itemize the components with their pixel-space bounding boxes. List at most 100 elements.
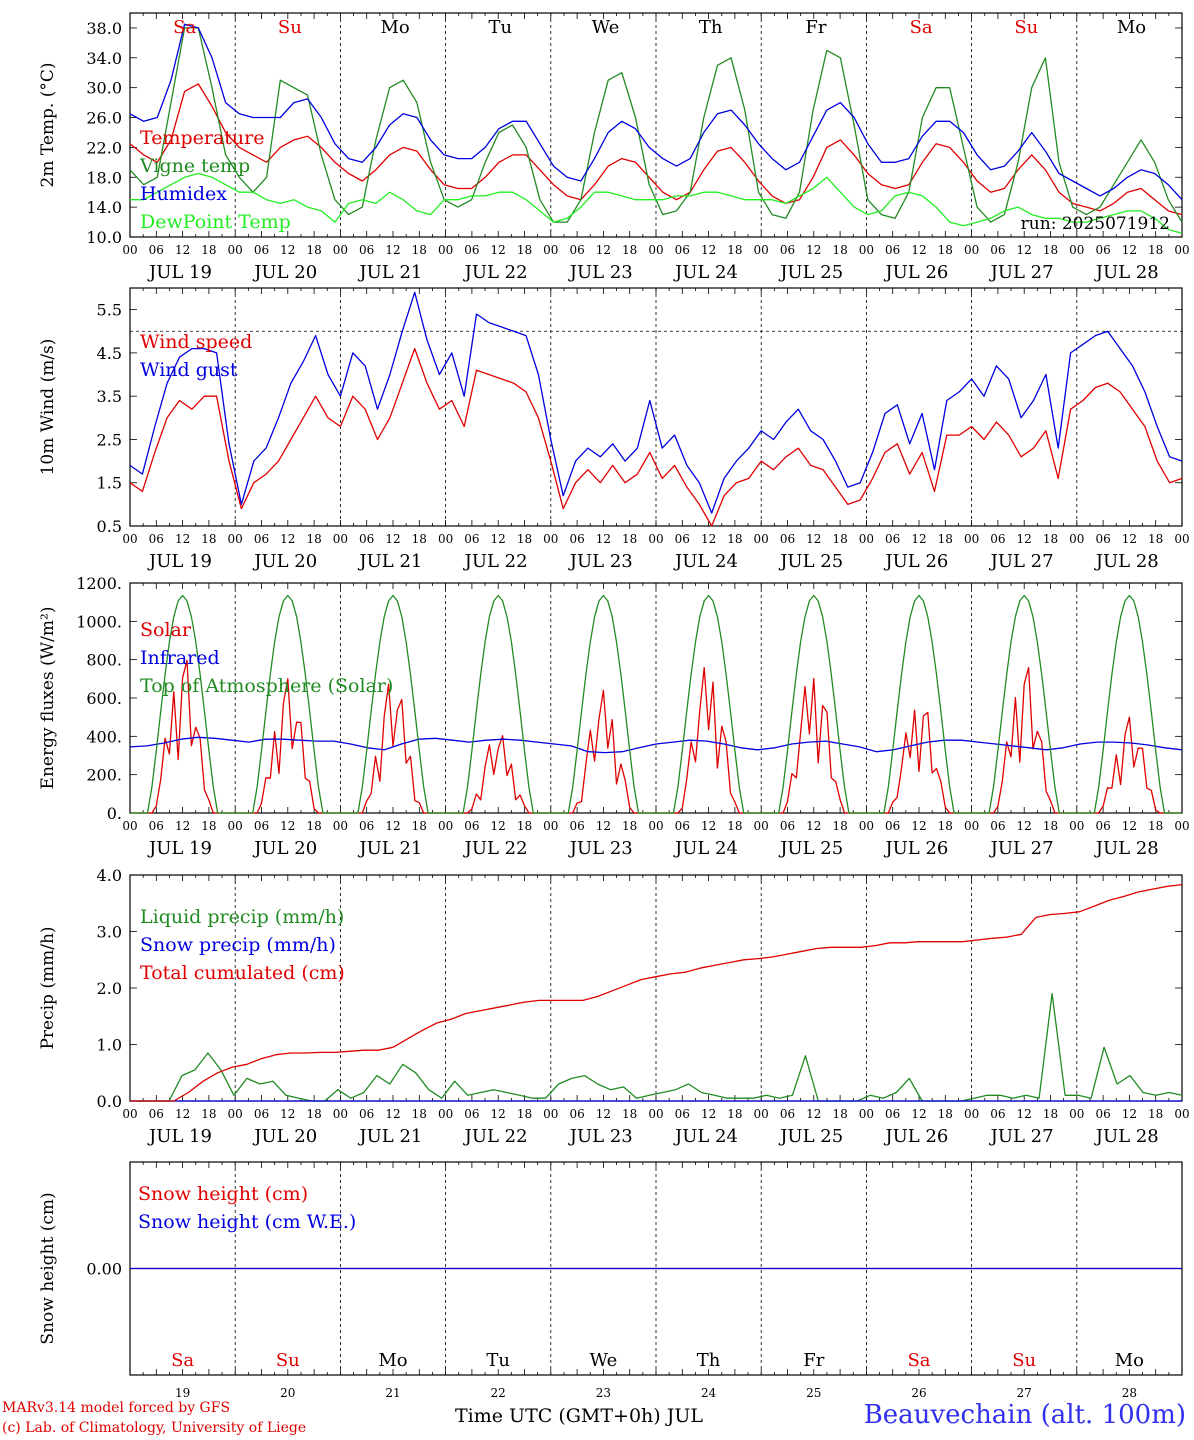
hour-tick-label: 12 <box>806 819 821 833</box>
hour-tick-label: 12 <box>175 532 190 546</box>
legend-entry: Temperature <box>140 127 264 149</box>
hour-tick-label: 06 <box>149 1107 164 1121</box>
hour-tick-label: 00 <box>543 1107 558 1121</box>
hour-tick-label: 06 <box>675 532 690 546</box>
model-credit: MARv3.14 model forced by GFS <box>2 1400 231 1416</box>
hour-tick-label: 06 <box>990 1107 1005 1121</box>
hour-tick-label: 00 <box>648 1107 663 1121</box>
hour-tick-label: 06 <box>149 243 164 257</box>
y-tick-label: 600. <box>86 689 122 708</box>
legend-entry: Snow height (cm) <box>138 1183 308 1205</box>
y-axis-label: Snow height (cm) <box>38 1192 58 1344</box>
hour-tick-label: 18 <box>727 1107 742 1121</box>
series-line-wind-speed <box>129 347 1183 527</box>
date-label: JUL 24 <box>673 551 738 572</box>
hour-tick-label: 12 <box>1122 1107 1137 1121</box>
hour-tick-label: 12 <box>385 243 400 257</box>
y-axis-label: Energy fluxes (W/m²) <box>38 607 58 790</box>
plot-frame <box>129 287 1183 527</box>
hour-tick-label: 00 <box>964 1107 979 1121</box>
hour-tick-label: 12 <box>701 243 716 257</box>
y-tick-label: 14.0 <box>86 198 122 217</box>
y-tick-label: 4.0 <box>97 866 122 885</box>
hour-tick-label: 06 <box>254 532 269 546</box>
day-name-bottom: Mo <box>1115 1350 1144 1371</box>
y-tick-label: 38.0 <box>86 19 122 38</box>
hour-tick-label: 12 <box>280 1107 295 1121</box>
hour-tick-label: 18 <box>1148 1107 1163 1121</box>
legend-entry: Snow precip (mm/h) <box>140 934 336 956</box>
hour-tick-label: 18 <box>832 1107 847 1121</box>
date-label: JUL 23 <box>568 262 633 283</box>
hour-tick-label: 12 <box>385 532 400 546</box>
day-name-bottom: Fr <box>803 1350 824 1371</box>
series-line-top-of-atmosphere-solar <box>130 594 1182 814</box>
hour-tick-label: 12 <box>596 819 611 833</box>
y-tick-label: 1.5 <box>97 474 122 493</box>
hour-tick-label: 18 <box>201 819 216 833</box>
hour-tick-label: 18 <box>938 1107 953 1121</box>
hour-tick-label: 00 <box>122 532 137 546</box>
hour-tick-label: 18 <box>938 243 953 257</box>
day-name-bottom: Mo <box>378 1350 407 1371</box>
y-tick-label: 1000. <box>76 612 122 631</box>
hour-tick-label: 18 <box>306 243 321 257</box>
hour-tick-label: 00 <box>754 819 769 833</box>
hour-tick-label: 18 <box>201 532 216 546</box>
hour-tick-label: 00 <box>1174 1107 1189 1121</box>
day-name-bottom: Tu <box>486 1350 510 1371</box>
hour-tick-label: 00 <box>1069 1107 1084 1121</box>
hour-tick-label: 18 <box>1043 819 1058 833</box>
legend-entry: Solar <box>140 619 192 641</box>
hour-tick-label: 06 <box>675 243 690 257</box>
series-line-infrared <box>129 736 1183 754</box>
date-label: JUL 26 <box>883 1126 948 1147</box>
hour-tick-label: 00 <box>438 243 453 257</box>
hour-tick-label: 06 <box>254 243 269 257</box>
panel-1: 00 06 12 18 00 06 12 18 00 06 12 18 00 06 12 18 00 06 12 18… <box>38 12 1190 283</box>
hour-tick-label: 06 <box>1095 243 1110 257</box>
date-label: JUL 25 <box>778 262 843 283</box>
hour-tick-label: 00 <box>122 819 137 833</box>
hour-tick-label: 06 <box>990 532 1005 546</box>
legend-entry: Wind gust <box>140 359 238 381</box>
day-name-bottom: We <box>590 1350 618 1371</box>
date-label: JUL 23 <box>568 838 633 859</box>
hour-tick-label: 00 <box>964 819 979 833</box>
hour-tick-label: 06 <box>1095 819 1110 833</box>
hour-tick-label: 18 <box>412 1107 427 1121</box>
date-label: JUL 27 <box>989 838 1054 859</box>
y-tick-label: 5.5 <box>97 301 122 320</box>
date-label: JUL 26 <box>883 838 948 859</box>
hour-tick-label: 18 <box>1043 1107 1058 1121</box>
day-name-top: Su <box>278 17 302 38</box>
y-tick-label: 400. <box>86 727 122 746</box>
panel-4: 00 06 12 18 00 06 12 18 00 06 12 18 00 06 12 18 00 06 12 18… <box>38 866 1190 1147</box>
hour-tick-label: 12 <box>596 1107 611 1121</box>
day-name-top: Mo <box>1117 17 1146 38</box>
hour-tick-label: 06 <box>464 819 479 833</box>
y-tick-label: 0.0 <box>97 1092 122 1111</box>
hour-tick-label: 18 <box>622 1107 637 1121</box>
hour-tick-label: 18 <box>517 1107 532 1121</box>
date-label: JUL 22 <box>463 262 528 283</box>
date-label: JUL 22 <box>463 551 528 572</box>
legend-entry: DewPoint Temp <box>140 211 291 233</box>
panel-2: 00 06 12 18 00 06 12 18 00 06 12 18 00 06 12 18 00 06 12 18… <box>38 287 1190 572</box>
hour-tick-label: 06 <box>254 1107 269 1121</box>
hour-tick-label: 06 <box>464 532 479 546</box>
hour-tick-label: 12 <box>806 1107 821 1121</box>
time-axis-title: Time UTC (GMT+0h) JUL <box>455 1405 703 1427</box>
day-number: 26 <box>911 1386 926 1400</box>
hour-tick-label: 06 <box>885 1107 900 1121</box>
day-name-top: Th <box>699 17 723 38</box>
legend-entry: Infrared <box>140 647 220 669</box>
hour-tick-label: 12 <box>701 819 716 833</box>
legend-entry: Vigne temp <box>139 155 250 177</box>
hour-tick-label: 00 <box>859 532 874 546</box>
hour-tick-label: 12 <box>911 243 926 257</box>
series-line-liquid-precip-mm-h <box>130 992 1183 1102</box>
y-tick-label: 26.0 <box>86 109 122 128</box>
hour-tick-label: 00 <box>543 819 558 833</box>
date-label: JUL 19 <box>147 262 212 283</box>
